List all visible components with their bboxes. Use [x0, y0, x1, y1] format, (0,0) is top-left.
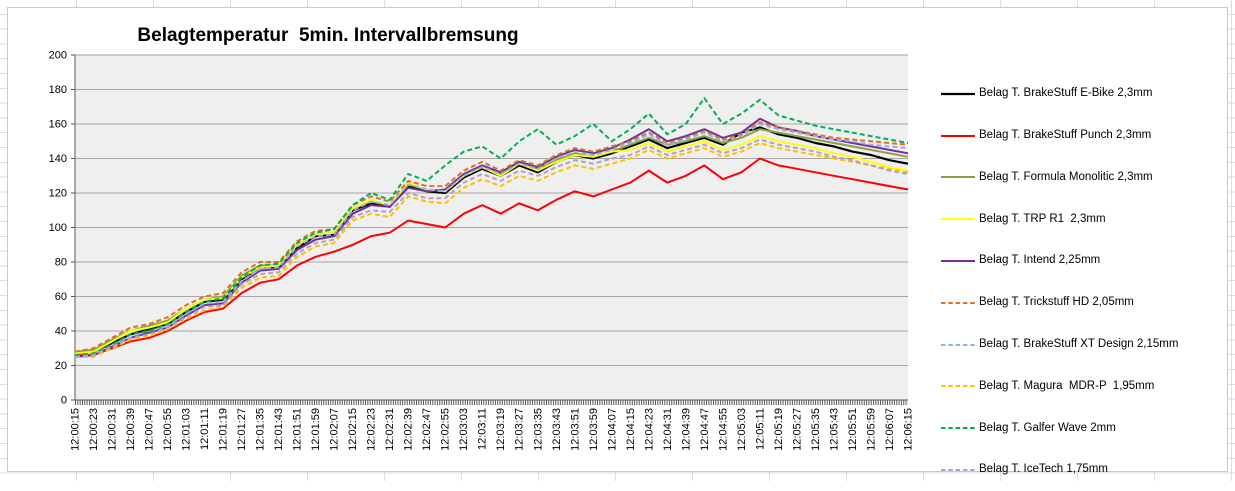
y-axis-label: 200 [49, 50, 67, 62]
legend-swatch-line [941, 260, 975, 263]
legend: Belag T. BrakeStuff E-Bike 2,3mm Belag T.… [941, 73, 1233, 491]
x-axis-label: 12:00:39 [125, 408, 137, 451]
x-axis-label: 12:06:07 [884, 408, 896, 451]
x-axis-label: 12:02:15 [347, 408, 359, 451]
x-axis-label: 12:05:11 [754, 408, 766, 450]
legend-item-9[interactable]: Belag T. Galfer Wave 2mm [941, 407, 1233, 449]
y-axis-label: 100 [49, 222, 67, 234]
x-axis-label: 12:04:15 [625, 408, 637, 451]
x-axis-label: 12:01:43 [273, 408, 285, 451]
y-axis-label: 180 [49, 84, 67, 96]
legend-label: Belag T. Intend 2,25mm [979, 254, 1101, 267]
y-axis-label: 0 [61, 395, 67, 407]
legend-label: Belag T. Galfer Wave 2mm [979, 421, 1116, 434]
x-axis-label: 12:02:31 [384, 408, 396, 451]
x-axis-label: 12:00:15 [70, 408, 82, 451]
x-axis-label: 12:04:55 [717, 408, 729, 451]
y-axis-label: 20 [55, 360, 67, 372]
x-axis-label: 12:05:59 [865, 408, 877, 451]
legend-label: Belag T. TRP R1 2,3mm [979, 212, 1106, 225]
x-axis-label: 12:03:11 [477, 408, 489, 450]
x-axis-label: 12:04:23 [643, 408, 655, 451]
legend-swatch-line [941, 176, 975, 179]
legend-label: Belag T. IceTech 1,75mm [979, 463, 1108, 476]
y-axis-label: 80 [55, 257, 67, 269]
x-axis-label: 12:03:35 [532, 408, 544, 451]
legend-label: Belag T. Trickstuff HD 2,05mm [979, 296, 1134, 309]
legend-item-1[interactable]: Belag T. BrakeStuff E-Bike 2,3mm [941, 73, 1233, 115]
x-axis-label: 12:01:35 [255, 408, 267, 451]
legend-swatch-line [941, 385, 975, 388]
legend-swatch-line [941, 427, 975, 430]
series-line-9 [74, 97, 909, 357]
legend-item-8[interactable]: Belag T. Magura MDR-P 1,95mm [941, 366, 1233, 408]
legend-swatch-line [941, 92, 975, 95]
series-line-7 [74, 123, 909, 357]
x-axis-label: 12:00:47 [144, 408, 156, 451]
x-axis-label: 12:01:03 [181, 408, 193, 451]
legend-item-4[interactable]: Belag T. TRP R1 2,3mm [941, 198, 1233, 240]
legend-item-3[interactable]: Belag T. Formula Monolitic 2,3mm [941, 157, 1233, 199]
x-axis-label: 12:02:55 [440, 408, 452, 451]
y-axis-label: 120 [49, 188, 67, 200]
legend-item-10[interactable]: Belag T. IceTech 1,75mm [941, 449, 1233, 491]
x-axis-label: 12:03:19 [495, 408, 507, 451]
legend-label: Belag T. Magura MDR-P 1,95mm [979, 379, 1155, 392]
series-line-6 [74, 121, 909, 353]
x-axis-label: 12:04:39 [680, 408, 692, 451]
x-axis-label: 12:03:51 [569, 408, 581, 451]
x-axis-label: 12:06:15 [902, 408, 914, 451]
x-axis-label: 12:02:07 [329, 408, 341, 451]
x-axis-label: 12:02:23 [366, 408, 378, 451]
x-axis-label: 12:05:51 [847, 408, 859, 451]
x-axis-label: 12:05:27 [791, 408, 803, 451]
series-line-2 [75, 157, 909, 357]
legend-item-5[interactable]: Belag T. Intend 2,25mm [941, 240, 1233, 282]
legend-item-7[interactable]: Belag T. BrakeStuff XT Design 2,15mm [941, 324, 1233, 366]
y-axis-label: 60 [55, 291, 67, 303]
x-axis-label: 12:00:23 [88, 408, 100, 451]
x-axis-label: 12:02:39 [403, 408, 415, 451]
x-axis-label: 12:01:59 [310, 408, 322, 451]
x-axis-label: 12:02:47 [421, 408, 433, 451]
legend-swatch-line [941, 301, 975, 304]
series-line-4 [74, 135, 909, 355]
x-axis-label: 12:00:55 [162, 408, 174, 451]
y-axis-label: 140 [49, 153, 67, 165]
x-axis-label: 12:05:03 [736, 408, 748, 451]
x-axis-label: 12:03:59 [588, 408, 600, 451]
legend-swatch-line [941, 134, 975, 137]
legend-label: Belag T. BrakeStuff XT Design 2,15mm [979, 337, 1179, 350]
x-axis-label: 12:03:43 [551, 408, 563, 451]
legend-item-6[interactable]: Belag T. Trickstuff HD 2,05mm [941, 282, 1233, 324]
plot-area: 0 20 40 60 80 100 120 140 160 180 200 12:00:15 12:00… [49, 50, 915, 451]
x-axis-label: 12:04:07 [606, 408, 618, 451]
x-axis-label: 12:05:19 [773, 408, 785, 451]
x-axis-label: 12:01:11 [199, 408, 211, 450]
x-axis-label: 12:03:03 [458, 408, 470, 451]
y-axis-label: 40 [55, 326, 67, 338]
x-axis-label: 12:04:47 [699, 408, 711, 451]
legend-swatch-line [941, 218, 975, 221]
chart-title: Belagtemperatur 5min. Intervallbremsung [137, 25, 519, 46]
series-line-5 [74, 117, 909, 358]
x-axis-label: 12:00:31 [107, 408, 119, 451]
legend-label: Belag T. BrakeStuff E-Bike 2,3mm [979, 87, 1153, 100]
x-axis-label: 12:01:27 [236, 408, 248, 451]
x-axis-label: 12:04:31 [662, 408, 674, 451]
x-axis-label: 12:05:43 [828, 408, 840, 451]
legend-item-2[interactable]: Belag T. BrakeStuff Punch 2,3mm [941, 115, 1233, 157]
x-axis-label: 12:01:51 [292, 408, 304, 451]
x-axis-label: 12:03:27 [514, 408, 526, 451]
y-axis-label: 160 [49, 119, 67, 131]
x-axis-label: 12:01:19 [218, 408, 230, 451]
x-axis-label: 12:05:35 [810, 408, 822, 451]
legend-swatch-line [941, 469, 975, 472]
legend-swatch-line [941, 343, 975, 346]
legend-label: Belag T. Formula Monolitic 2,3mm [979, 170, 1153, 183]
legend-label: Belag T. BrakeStuff Punch 2,3mm [979, 128, 1152, 141]
